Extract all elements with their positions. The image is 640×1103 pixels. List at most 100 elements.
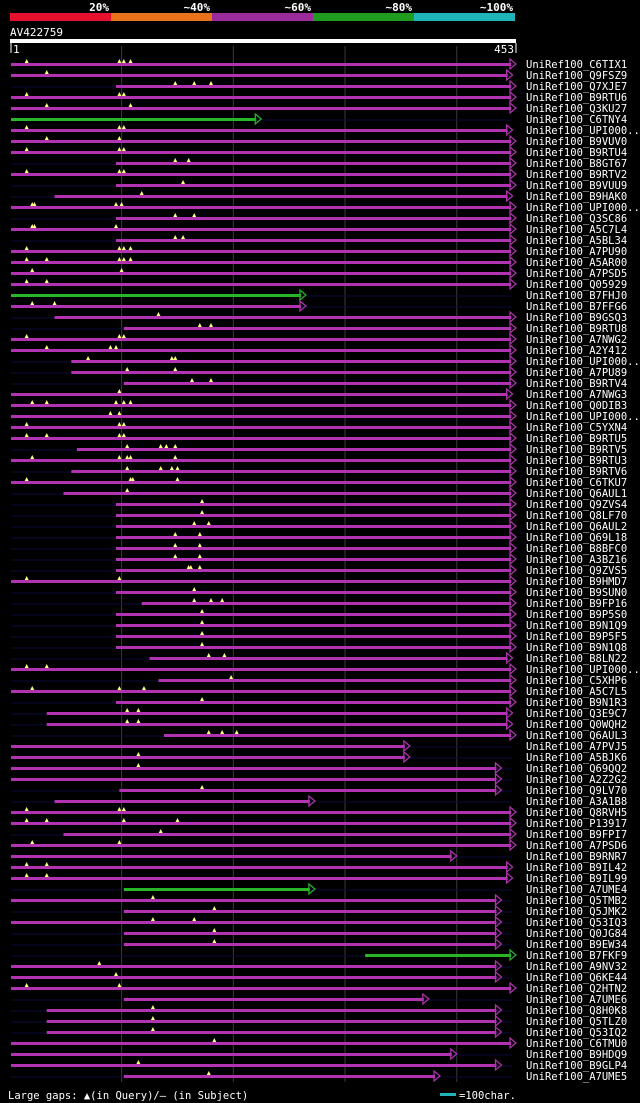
- hit-row[interactable]: UniRef100_B9RTU8: [11, 321, 627, 335]
- hit-id[interactable]: UniRef100_B9VUV0: [526, 136, 627, 148]
- hit-bar[interactable]: [11, 756, 405, 759]
- hit-row[interactable]: UniRef100_B9GSQ3: [11, 310, 627, 324]
- hit-bar[interactable]: [11, 1064, 497, 1067]
- hit-id[interactable]: UniRef100_B9HDQ9: [526, 1049, 627, 1061]
- hit-id[interactable]: UniRef100_Q9FSZ9: [526, 70, 627, 82]
- hit-bar[interactable]: [141, 602, 511, 605]
- hit-bar[interactable]: [11, 987, 511, 990]
- hit-id[interactable]: UniRef100_A5BJK6: [526, 752, 627, 764]
- hit-bar[interactable]: [11, 822, 511, 825]
- hit-id[interactable]: UniRef100_Q53IQ2: [526, 1027, 627, 1039]
- hit-bar[interactable]: [11, 481, 511, 484]
- hit-row[interactable]: UniRef100_Q8RVH5: [11, 805, 627, 819]
- hit-bar[interactable]: [11, 349, 511, 352]
- hit-row[interactable]: UniRef100_Q6AUL1: [11, 486, 627, 500]
- hit-id[interactable]: UniRef100_B9EW34: [526, 939, 627, 951]
- hit-bar[interactable]: [123, 932, 497, 935]
- hit-id[interactable]: UniRef100_B9N1Q8: [526, 642, 627, 654]
- hit-row[interactable]: UniRef100_A5C7L5: [11, 684, 627, 698]
- hit-id[interactable]: UniRef100_Q9ZVS4: [526, 499, 627, 511]
- hit-bar[interactable]: [116, 547, 511, 550]
- hit-id[interactable]: UniRef100_B9IL42: [526, 862, 627, 874]
- hit-row[interactable]: UniRef100_B9EW34: [11, 937, 627, 951]
- hit-bar[interactable]: [11, 690, 511, 693]
- hit-id[interactable]: UniRef100_A7UME4: [526, 884, 627, 896]
- hit-bar[interactable]: [11, 74, 508, 77]
- hit-row[interactable]: UniRef100_B9N1R3: [11, 695, 627, 709]
- hit-bar[interactable]: [63, 833, 512, 836]
- hit-id[interactable]: UniRef100_B9FP16: [526, 598, 627, 610]
- hit-row[interactable]: UniRef100_B9IL99: [11, 871, 627, 885]
- hit-id[interactable]: UniRef100_Q7XJE7: [526, 81, 627, 93]
- hit-id[interactable]: UniRef100_B9N1R3: [526, 697, 627, 709]
- hit-bar[interactable]: [11, 877, 508, 880]
- hit-id[interactable]: UniRef100_Q9LV70: [526, 785, 627, 797]
- hit-bar[interactable]: [116, 162, 511, 165]
- hit-bar[interactable]: [11, 250, 511, 253]
- hit-bar[interactable]: [46, 1031, 497, 1034]
- hit-row[interactable]: UniRef100_Q0JG84: [11, 926, 627, 940]
- hit-id[interactable]: UniRef100_C6TIX1: [526, 59, 627, 71]
- hit-row[interactable]: UniRef100_Q53IQ3: [11, 915, 627, 929]
- hit-row[interactable]: UniRef100_B9IL42: [11, 860, 627, 874]
- hit-bar[interactable]: [158, 679, 511, 682]
- hit-id[interactable]: UniRef100_Q8H0K8: [526, 1005, 627, 1017]
- hit-row[interactable]: UniRef100_B8BFC0: [11, 541, 627, 555]
- hit-row[interactable]: UniRef100_B9P5S0: [11, 607, 627, 621]
- hit-bar[interactable]: [11, 976, 497, 979]
- hit-row[interactable]: UniRef100_Q05929: [11, 277, 627, 291]
- hit-id[interactable]: UniRef100_C6TKU7: [526, 477, 627, 489]
- hit-row[interactable]: UniRef100_B9RTU6: [11, 90, 627, 104]
- hit-row[interactable]: UniRef100_B9RTU3: [11, 453, 627, 467]
- hit-row[interactable]: UniRef100_Q9ZVS5: [11, 563, 627, 577]
- hit-row[interactable]: UniRef100_C6TNY4: [11, 112, 627, 126]
- hit-row[interactable]: UniRef100_A7PVJ5: [11, 739, 627, 753]
- hit-row[interactable]: UniRef100_Q2HTN2: [11, 981, 627, 995]
- hit-bar[interactable]: [63, 492, 512, 495]
- hit-id[interactable]: UniRef100_UPI000...: [526, 202, 640, 214]
- hit-row[interactable]: UniRef100_A9NV32: [11, 959, 627, 973]
- hit-bar[interactable]: [11, 305, 301, 308]
- hit-id[interactable]: UniRef100_B7FKF9: [526, 950, 627, 962]
- hit-bar[interactable]: [123, 382, 511, 385]
- hit-row[interactable]: UniRef100_A7UME4: [11, 882, 627, 896]
- hit-id[interactable]: UniRef100_Q3KU27: [526, 103, 627, 115]
- hit-id[interactable]: UniRef100_C6TMU0: [526, 1038, 627, 1050]
- hit-id[interactable]: UniRef100_A7PVJ5: [526, 741, 627, 753]
- hit-row[interactable]: UniRef100_B8GT67: [11, 156, 627, 170]
- hit-id[interactable]: UniRef100_UPI000...: [526, 411, 640, 423]
- hit-id[interactable]: UniRef100_C5YXN4: [526, 422, 627, 434]
- hit-id[interactable]: UniRef100_B9RTU8: [526, 323, 627, 335]
- hit-row[interactable]: UniRef100_B7FFG6: [11, 299, 627, 313]
- hit-id[interactable]: UniRef100_A5C7L5: [526, 686, 627, 698]
- hit-row[interactable]: UniRef100_A7NWG3: [11, 387, 627, 401]
- hit-id[interactable]: UniRef100_B9HMD7: [526, 576, 627, 588]
- hit-row[interactable]: UniRef100_Q0DIB3: [11, 398, 627, 412]
- hit-row[interactable]: UniRef100_Q3E9C7: [11, 706, 627, 720]
- hit-row[interactable]: UniRef100_Q9LV70: [11, 783, 627, 797]
- hit-bar[interactable]: [11, 206, 511, 209]
- hit-row[interactable]: UniRef100_Q9FSZ9: [11, 68, 627, 82]
- hit-row[interactable]: UniRef100_UPI000...: [11, 123, 640, 137]
- hit-id[interactable]: UniRef100_B8LN22: [526, 653, 627, 665]
- hit-bar[interactable]: [11, 415, 511, 418]
- hit-row[interactable]: UniRef100_C6TMU0: [11, 1036, 627, 1050]
- hit-row[interactable]: UniRef100_C5YXN4: [11, 420, 627, 434]
- hit-row[interactable]: UniRef100_Q9ZVS4: [11, 497, 627, 511]
- hit-row[interactable]: UniRef100_B7FHJ0: [11, 288, 627, 302]
- hit-row[interactable]: UniRef100_Q5TMB2: [11, 893, 627, 907]
- hit-row[interactable]: UniRef100_UPI000...: [11, 200, 640, 214]
- hit-id[interactable]: UniRef100_B9GLP4: [526, 1060, 627, 1072]
- hit-id[interactable]: UniRef100_B9HAK0: [526, 191, 627, 203]
- hit-bar[interactable]: [123, 943, 497, 946]
- hit-row[interactable]: UniRef100_B9N1Q8: [11, 640, 627, 654]
- hit-bar[interactable]: [11, 272, 511, 275]
- hit-id[interactable]: UniRef100_Q0JG84: [526, 928, 627, 940]
- hit-bar[interactable]: [54, 800, 310, 803]
- hit-bar[interactable]: [11, 63, 511, 66]
- hit-id[interactable]: UniRef100_A7PSD5: [526, 268, 627, 280]
- hit-bar[interactable]: [11, 228, 511, 231]
- hit-row[interactable]: UniRef100_B9SUN0: [11, 585, 627, 599]
- hit-bar[interactable]: [11, 767, 497, 770]
- hit-id[interactable]: UniRef100_A2Z2G2: [526, 774, 627, 786]
